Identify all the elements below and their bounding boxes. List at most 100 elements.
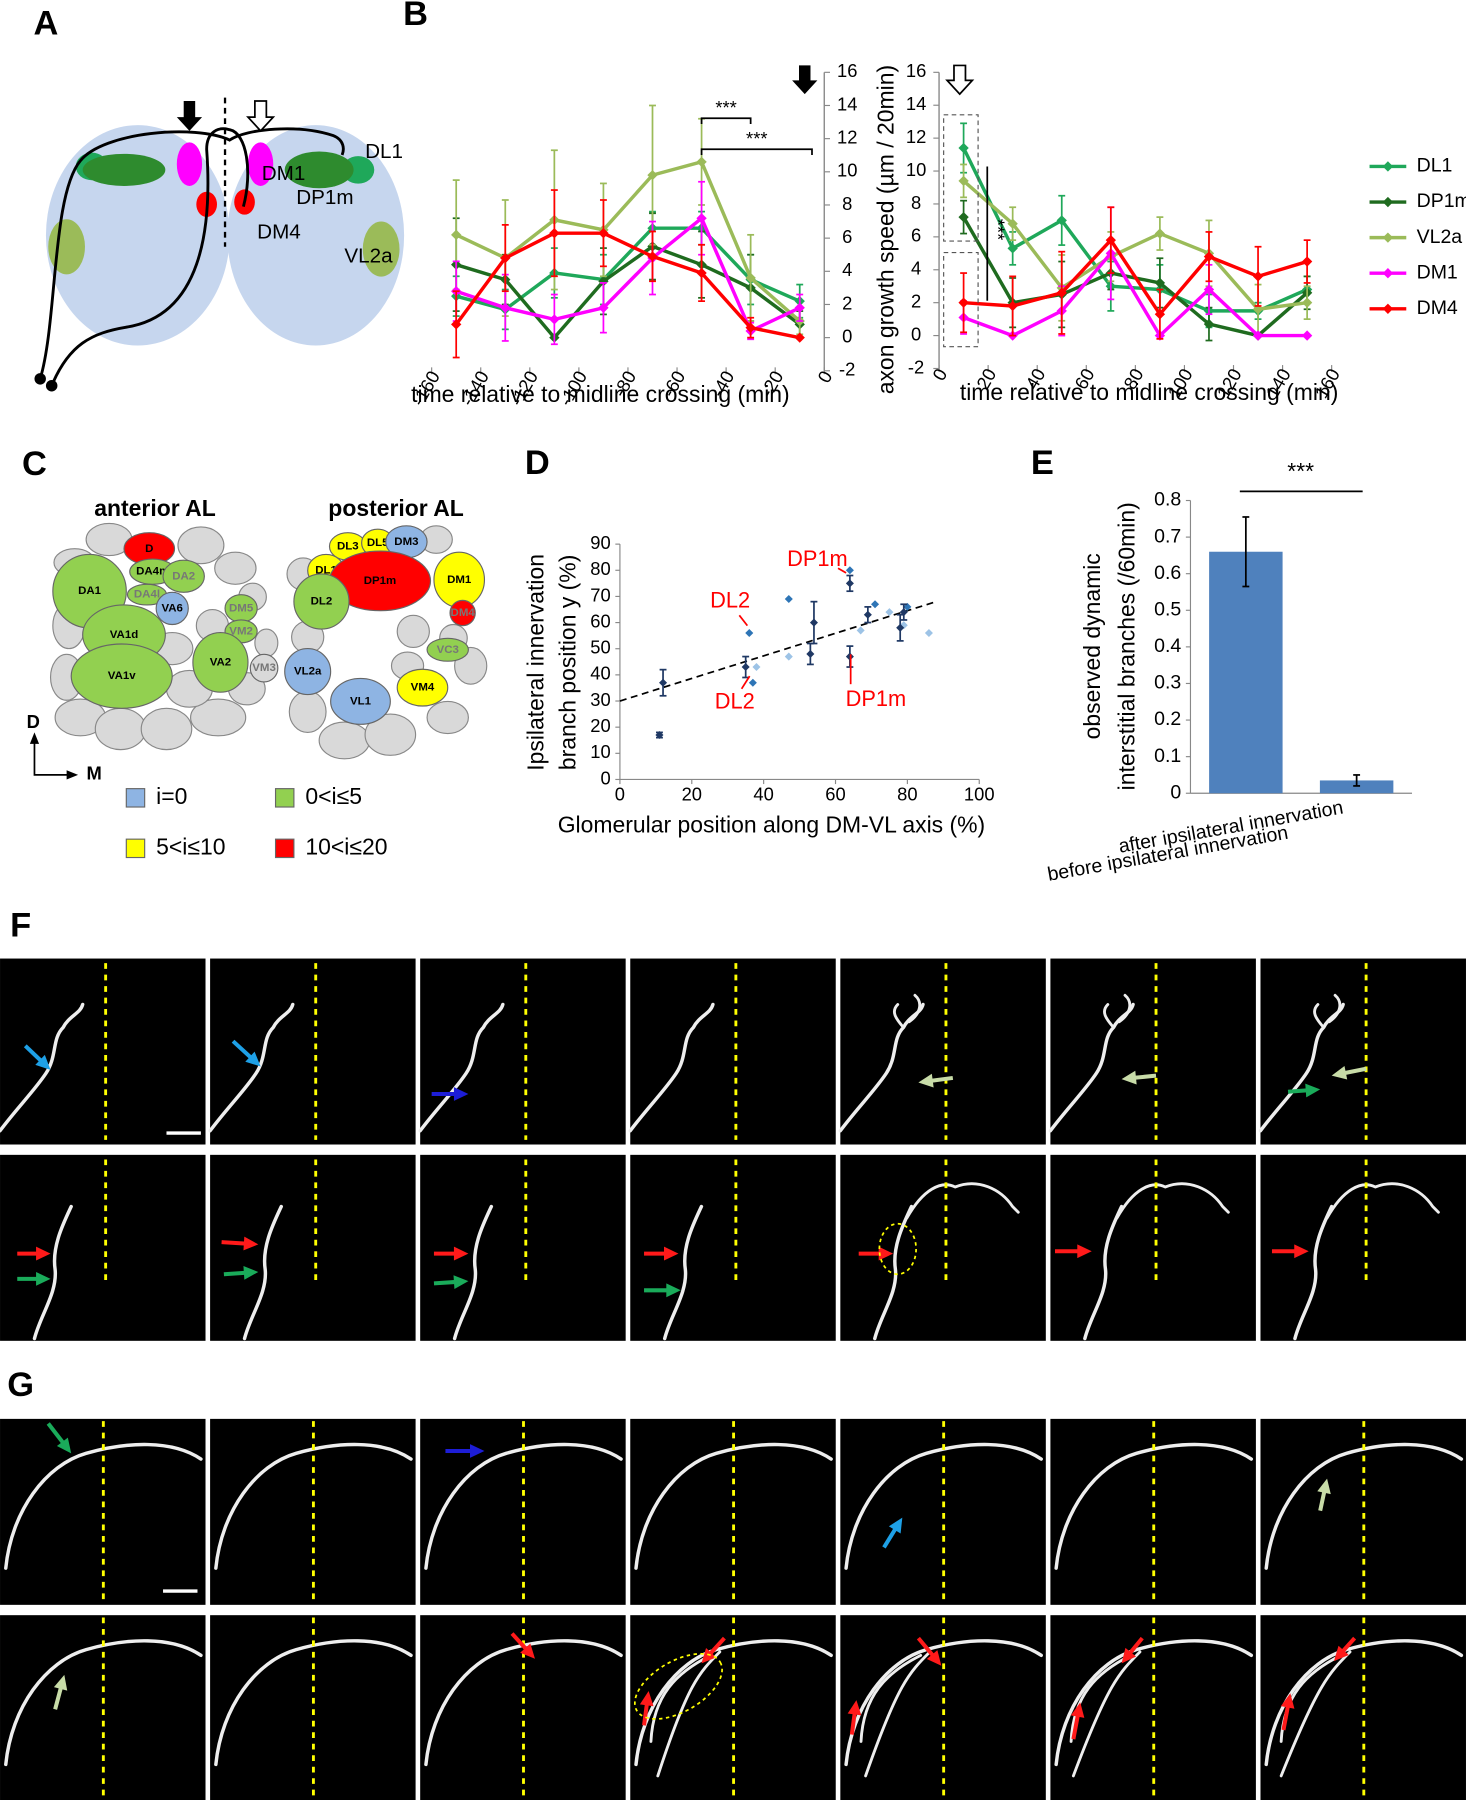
arrow-head [520,1643,535,1659]
arrow-head [666,1283,681,1298]
y-axis-label: branch position y (%) [554,555,580,770]
neuron [214,1639,413,1767]
arrow-head [1331,1066,1348,1080]
y-tick-label: 0.1 [1154,745,1181,767]
panel-letter: D [525,444,550,482]
neuron-tuft [892,993,922,1029]
glomerulus [396,668,449,707]
y-tick-label: 2 [911,291,921,312]
data-point [856,626,865,635]
series-line [455,244,801,341]
arrow-head [29,732,40,744]
data-point [871,600,880,609]
neuron-arbor [424,1639,623,1767]
neuron-arbor [844,1442,1043,1570]
neuron-branch [1069,1650,1142,1778]
legend-label: 5<i≤10 [156,833,225,859]
data-point [1301,297,1313,308]
arrow [945,64,975,96]
glomerulus [318,721,371,760]
arrow-head [1077,1244,1092,1259]
leader-line [837,567,847,574]
data-point [863,610,872,619]
arrow-head [1121,1070,1137,1085]
series-line [455,215,801,334]
y-tick-label: 4 [842,259,852,280]
micrograph [1260,958,1466,1145]
y-tick-label: 0 [1170,781,1181,803]
micrograph [420,958,626,1145]
glomerulus [190,698,247,737]
glomerulus-label: DA1 [78,585,102,597]
y-tick-label: 70 [590,584,610,605]
x-axis-label: time relative to midline crossing (min) [411,381,790,407]
y-tick-label: 0.7 [1154,525,1181,547]
significance-label: *** [1287,458,1314,484]
neuron [424,1442,623,1570]
glomerulus-label: VL2a [344,245,393,268]
micrograph [420,1154,626,1341]
glomerulus [176,142,203,186]
series-line [963,250,1308,339]
neuron-arbor [662,1204,704,1341]
data-point [1203,284,1215,295]
neuron [452,1204,494,1341]
data-point [809,618,818,627]
y-tick-label: 80 [590,558,610,579]
neuron-tuft [1313,993,1342,1029]
neuron [838,993,925,1133]
x-axis-label: time relative to midline crossing (min) [960,379,1339,405]
arrow-head [1317,1478,1331,1495]
glomerulus [214,551,257,585]
data-point [806,649,815,658]
arrow-head [453,1087,469,1101]
annotation-arrow [916,1636,937,1660]
neuron-branch [649,1650,722,1778]
data-point [1056,287,1067,298]
neuron-arbor [32,1204,73,1341]
y-tick-label: 40 [590,663,610,684]
legend-marker [1382,196,1394,208]
panel-title: posterior AL [328,495,464,521]
neuron-arbor [214,1639,413,1767]
x-tick-label: 60 [825,783,845,804]
arrow-head [453,1246,469,1261]
arrow-head [918,1073,934,1088]
arrow [792,65,818,95]
panel-letter: C [22,445,47,483]
arrow-head [1121,1647,1137,1664]
panel-letter: F [10,907,31,945]
arrow-head [66,770,79,780]
data-point [1203,318,1215,330]
arrow-head [1280,1693,1295,1709]
annotation-arrow [46,1422,67,1447]
arrow-head [888,1517,903,1534]
y-tick-label: 20 [590,715,610,736]
significance-label: *** [988,219,1009,240]
glomerulus-label: DP1m [364,575,397,587]
annotation-arrow [231,1039,255,1061]
soma [45,379,58,392]
glomerulus-label: VA2 [210,656,231,668]
glomerulus-label: DA2 [172,570,195,582]
y-tick-label: 4 [911,258,921,279]
glomerulus [48,219,85,275]
neuron [418,1002,505,1133]
neuron [32,1204,73,1341]
data-point [748,678,757,687]
panel-title: anterior AL [94,495,215,521]
data-point [899,608,908,617]
data-point [784,595,793,604]
x-tick-label: 40 [753,783,773,804]
y-tick-label: 10 [590,741,610,762]
soma [34,373,46,385]
significance-label: *** [715,97,736,118]
arrow-head [243,1236,259,1251]
legend-swatch [274,838,295,859]
y-tick-label: 16 [906,60,926,81]
neuron [1054,1442,1254,1570]
data-point [659,678,668,687]
y-tick-label: 6 [911,225,921,246]
neuron-tuft [1103,993,1132,1029]
data-point [647,169,658,181]
